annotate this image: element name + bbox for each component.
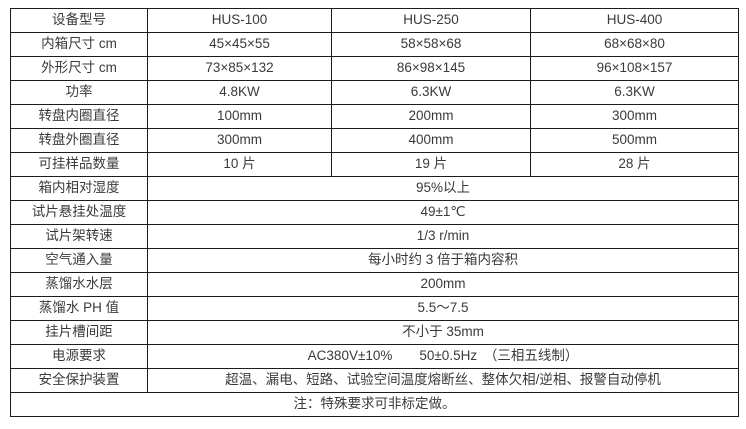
value-cell: 200mm (331, 104, 531, 129)
value-cell: 68×68×80 (530, 32, 739, 57)
value-cell: 300mm (147, 128, 332, 153)
value-cell: 100mm (147, 104, 332, 129)
row-label: 安全保护装置 (10, 368, 148, 393)
spec-sheet: 设备型号 HUS-100 HUS-250 HUS-400 内箱尺寸 cm 45×45×55… (10, 8, 739, 417)
table-row: 安全保护装置 超温、漏电、短路、试验空间温度熔断丝、整体欠相/逆相、报警自动停机 (10, 368, 739, 393)
table-row: 注：特殊要求可非标定做。 (10, 392, 739, 417)
table-row: 蒸馏水水层 200mm (10, 272, 739, 297)
row-label: 可挂样品数量 (10, 152, 148, 177)
value-cell: 每小时约 3 倍于箱内容积 (147, 248, 739, 273)
table-row: 外形尺寸 cm 73×85×132 86×98×145 96×108×157 (10, 56, 739, 81)
table-row: 箱内相对湿度 95%以上 (10, 176, 739, 201)
table-row: 试片悬挂处温度 49±1℃ (10, 200, 739, 225)
value-cell: HUS-100 (147, 8, 332, 33)
row-label: 外形尺寸 cm (10, 56, 148, 81)
table-row: 转盘内圈直径 100mm 200mm 300mm (10, 104, 739, 129)
value-cell: 200mm (147, 272, 739, 297)
row-label: 挂片槽间距 (10, 320, 148, 345)
value-cell: 5.5～7.5 (147, 296, 739, 321)
value-cell: 19 片 (331, 152, 531, 177)
row-label: 内箱尺寸 cm (10, 32, 148, 57)
value-cell: 4.8KW (147, 80, 332, 105)
footnote: 注：特殊要求可非标定做。 (10, 392, 739, 417)
table-row: 可挂样品数量 10 片 19 片 28 片 (10, 152, 739, 177)
row-label: 蒸馏水 PH 值 (10, 296, 148, 321)
value-cell: 49±1℃ (147, 200, 739, 225)
value-cell: 6.3KW (530, 80, 739, 105)
value-cell: 1/3 r/min (147, 224, 739, 249)
row-label: 蒸馏水水层 (10, 272, 148, 297)
value-cell: 500mm (530, 128, 739, 153)
value-cell: 58×58×68 (331, 32, 531, 57)
row-label: 空气通入量 (10, 248, 148, 273)
value-cell: AC380V±10% 50±0.5Hz （三相五线制） (147, 344, 739, 369)
row-label: 电源要求 (10, 344, 148, 369)
table-row: 电源要求 AC380V±10% 50±0.5Hz （三相五线制） (10, 344, 739, 369)
value-cell: 73×85×132 (147, 56, 332, 81)
value-cell: 28 片 (530, 152, 739, 177)
table-row: 试片架转速 1/3 r/min (10, 224, 739, 249)
value-cell: 95%以上 (147, 176, 739, 201)
value-cell: 300mm (530, 104, 739, 129)
table-row: 空气通入量 每小时约 3 倍于箱内容积 (10, 248, 739, 273)
row-label: 设备型号 (10, 8, 148, 33)
table-row: 内箱尺寸 cm 45×45×55 58×58×68 68×68×80 (10, 32, 739, 57)
table-row: 设备型号 HUS-100 HUS-250 HUS-400 (10, 8, 739, 33)
value-cell: 45×45×55 (147, 32, 332, 57)
equipment-spec-table: 设备型号 HUS-100 HUS-250 HUS-400 内箱尺寸 cm 45×45×55… (10, 8, 739, 417)
value-cell: 86×98×145 (331, 56, 531, 81)
value-cell: 超温、漏电、短路、试验空间温度熔断丝、整体欠相/逆相、报警自动停机 (147, 368, 739, 393)
value-cell: 96×108×157 (530, 56, 739, 81)
table-row: 功率 4.8KW 6.3KW 6.3KW (10, 80, 739, 105)
value-cell: HUS-250 (331, 8, 531, 33)
table-row: 转盘外圈直径 300mm 400mm 500mm (10, 128, 739, 153)
table-row: 蒸馏水 PH 值 5.5～7.5 (10, 296, 739, 321)
value-cell: HUS-400 (530, 8, 739, 33)
value-cell: 10 片 (147, 152, 332, 177)
row-label: 转盘外圈直径 (10, 128, 148, 153)
table-row: 挂片槽间距 不小于 35mm (10, 320, 739, 345)
value-cell: 6.3KW (331, 80, 531, 105)
row-label: 功率 (10, 80, 148, 105)
value-cell: 400mm (331, 128, 531, 153)
row-label: 试片悬挂处温度 (10, 200, 148, 225)
spec-table-body: 设备型号 HUS-100 HUS-250 HUS-400 内箱尺寸 cm 45×45×55… (10, 8, 739, 417)
value-cell: 不小于 35mm (147, 320, 739, 345)
row-label: 转盘内圈直径 (10, 104, 148, 129)
row-label: 箱内相对湿度 (10, 176, 148, 201)
row-label: 试片架转速 (10, 224, 148, 249)
